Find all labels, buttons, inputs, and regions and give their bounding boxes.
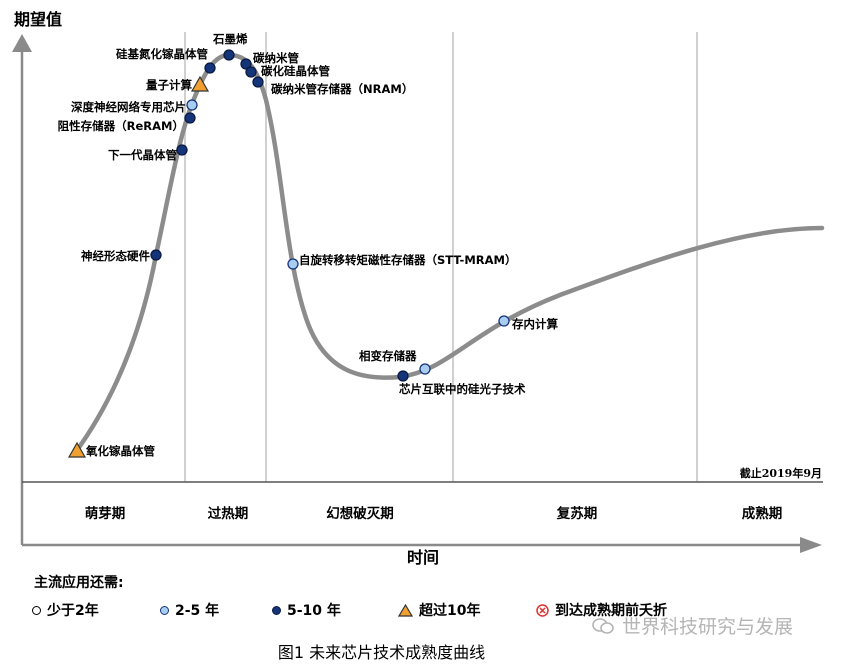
y-axis (12, 34, 32, 545)
legend-item-5-10-years: 5-10 年 (272, 600, 398, 620)
technology-marker (186, 99, 198, 111)
watermark-text: 世界科技研究与发展 (622, 616, 794, 638)
technology-label: 氧化镓晶体管 (85, 444, 155, 458)
technology-marker (204, 62, 216, 74)
technology-marker (397, 370, 409, 382)
legend-item-2-5-years: 2-5 年 (160, 600, 272, 620)
hype-cycle-chart: 期望值 时间 萌芽期 过热期 幻想破灭期 复苏期 成熟期 截止2019年9月 氧… (12, 10, 825, 567)
technology-label: 芯片互联中的硅光子技术 (399, 382, 526, 396)
technology-label: 存内计算 (512, 317, 558, 331)
technology-label: 石墨烯 (212, 32, 248, 46)
x-axis-title: 时间 (407, 548, 439, 567)
legend-item-label: 到达成熟期前夭折 (555, 603, 667, 619)
legend-item-label: 超过10年 (419, 603, 481, 619)
technology-label: 神经形态硬件 (81, 249, 150, 263)
technology-label: 量子计算 (146, 78, 192, 92)
technology-marker (287, 258, 299, 270)
white-circle-icon (32, 605, 41, 615)
figure-caption: 图1 未来芯片技术成熟度曲线 (277, 643, 486, 662)
legend-row: 少于2年 2-5 年 5-10 年 超过10年 到达成熟期前夭折 (32, 600, 667, 620)
technology-labels: 氧化镓晶体管 神经形态硬件 下一代晶体管 阻性存储器（ReRAM） 深度神经网络专用芯片… (58, 32, 559, 458)
technology-label: 相变存储器 (359, 349, 417, 363)
legend-item-label: 5-10 年 (287, 603, 341, 619)
watermark: 世界科技研究与发展 (592, 612, 793, 639)
phase-labels: 萌芽期 过热期 幻想破灭期 复苏期 成熟期 (85, 505, 783, 522)
phase-label: 过热期 (208, 505, 249, 522)
technology-label: 碳化硅晶体管 (261, 64, 330, 78)
phase-label: 萌芽期 (85, 505, 126, 522)
technology-marker (245, 66, 257, 78)
light-blue-circle-icon (160, 605, 169, 615)
x-axis (22, 537, 822, 553)
technology-label: 阻性存储器（ReRAM） (58, 119, 184, 133)
legend-item-over-10-years: 超过10年 (398, 600, 536, 620)
technology-label: 自旋转移转矩磁性存储器（STT-MRAM） (299, 253, 516, 267)
technology-marker (184, 112, 196, 124)
technology-label: 碳纳米管 (253, 51, 299, 65)
technology-marker (419, 363, 431, 375)
technology-marker (176, 144, 188, 156)
cutoff-note: 截止2019年9月 (740, 466, 822, 480)
technology-marker (150, 249, 162, 261)
technology-marker (252, 76, 264, 88)
wechat-icon (592, 617, 614, 634)
legend-title: 主流应用还需: (34, 575, 124, 591)
technology-label: 深度神经网络专用芯片 (71, 100, 186, 114)
technology-marker (498, 315, 510, 327)
phase-label: 复苏期 (556, 505, 598, 522)
technology-marker (190, 75, 210, 92)
hype-curve (72, 52, 825, 456)
red-cross-circle-icon (536, 603, 549, 617)
technology-label: 碳纳米管存储器（NRAM） (271, 82, 413, 96)
phase-label: 幻想破灭期 (326, 505, 394, 522)
y-axis-title: 期望值 (14, 10, 62, 29)
orange-triangle-icon (398, 603, 413, 617)
dark-blue-circle-icon (272, 605, 281, 615)
technology-label: 下一代晶体管 (108, 148, 177, 162)
technology-marker (223, 49, 235, 61)
technology-markers (67, 49, 510, 458)
legend-item-under-2-years: 少于2年 (32, 600, 160, 620)
legend: 主流应用还需: 少于2年 2-5 年 5-10 年 超过10年 到达成熟期前夭折 (0, 568, 843, 628)
legend-item-label: 少于2年 (47, 603, 99, 619)
legend-item-obsolete: 到达成熟期前夭折 (536, 600, 667, 620)
technology-marker (67, 441, 87, 458)
technology-marker (240, 58, 252, 70)
phase-label: 成熟期 (742, 505, 783, 522)
legend-item-label: 2-5 年 (175, 603, 220, 619)
technology-label: 硅基氮化镓晶体管 (116, 47, 208, 61)
